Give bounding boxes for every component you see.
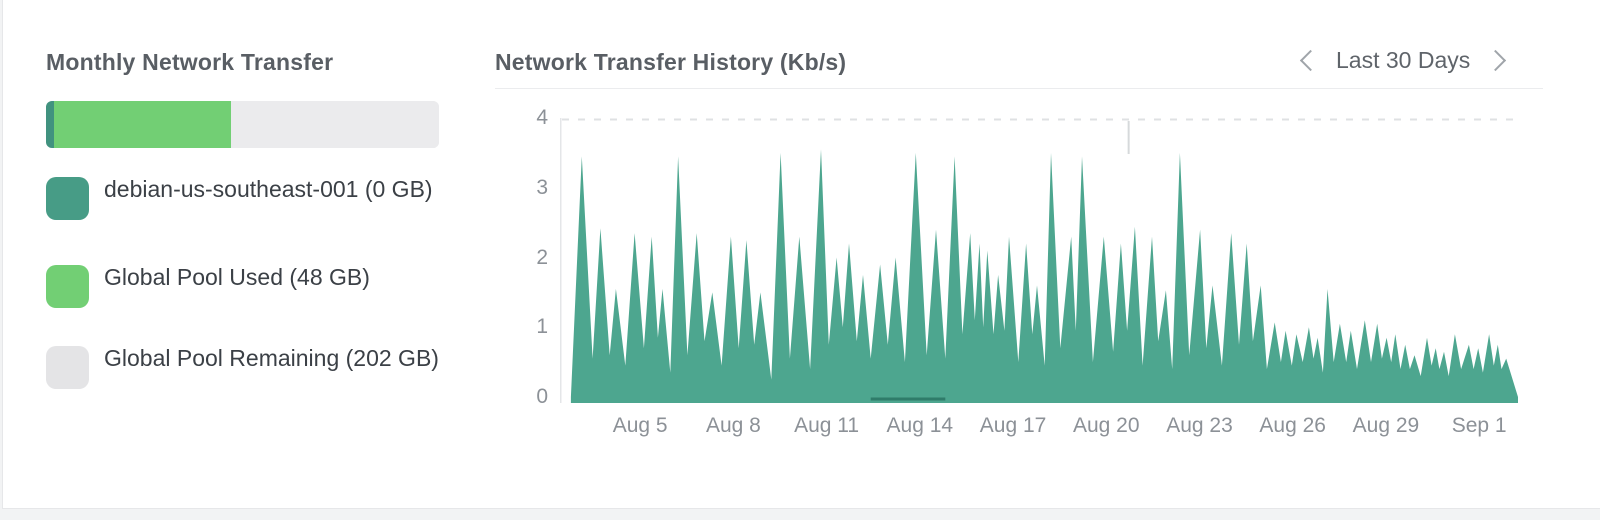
x-tick-label: Aug 14 [886, 414, 954, 437]
x-tick-label: Aug 8 [705, 414, 761, 437]
bar-segment-global-pool-remaining [230, 101, 439, 148]
bar-segment-debian-us-southeast-001 [46, 101, 54, 148]
legend-item-linode: debian-us-southeast-001 (0 GB) [46, 174, 433, 220]
network-transfer-area-series [570, 149, 1518, 403]
y-tick-label: 3 [536, 175, 548, 199]
chevron-right-icon[interactable] [1485, 49, 1507, 72]
transfer-usage-bar [46, 101, 439, 148]
legend-swatch-pool-used [46, 265, 89, 308]
y-tick-label: 1 [536, 315, 548, 339]
legend-item-pool-used: Global Pool Used (48 GB) [46, 262, 370, 308]
network-transfer-card: Monthly Network Transfer debian-us-south… [2, 0, 1600, 509]
legend-swatch-pool-remaining [46, 346, 89, 389]
history-title: Network Transfer History (Kb/s) [495, 49, 847, 75]
x-tick-label: Aug 29 [1352, 414, 1420, 437]
bar-segment-global-pool-used [53, 101, 231, 148]
legend-swatch-linode [46, 177, 89, 220]
transfer-history-chart[interactable]: 0 1 2 3 4 Aug 5 Aug 8 Aug 11 Aug 14 Aug 17 Aug 20 A… [536, 106, 1518, 437]
legend-label-pool-remaining: Global Pool Remaining (202 GB) [104, 345, 439, 371]
legend-label-linode: debian-us-southeast-001 (0 GB) [104, 176, 433, 202]
x-tick-label: Aug 5 [612, 414, 668, 437]
x-tick-label: Aug 20 [1072, 414, 1140, 437]
header-divider [495, 88, 1543, 89]
area-chart-canvas[interactable] [560, 118, 1518, 403]
y-tick-label: 0 [536, 385, 548, 408]
legend-label-pool-used: Global Pool Used (48 GB) [104, 264, 370, 290]
range-label[interactable]: Last 30 Days [1336, 47, 1471, 73]
y-tick-label: 4 [536, 106, 548, 129]
time-range-control: Last 30 Days [1299, 47, 1507, 74]
x-tick-label: Aug 23 [1166, 414, 1233, 437]
x-tick-label: Sep 1 [1451, 414, 1507, 437]
x-tick-label: Aug 17 [979, 414, 1047, 437]
x-tick-label: Aug 26 [1259, 414, 1326, 437]
legend-item-pool-remaining: Global Pool Remaining (202 GB) [46, 343, 439, 389]
y-tick-label: 2 [536, 245, 548, 269]
chevron-left-icon[interactable] [1299, 49, 1322, 72]
monthly-transfer-title: Monthly Network Transfer [46, 49, 334, 75]
x-tick-label: Aug 11 [794, 414, 860, 437]
